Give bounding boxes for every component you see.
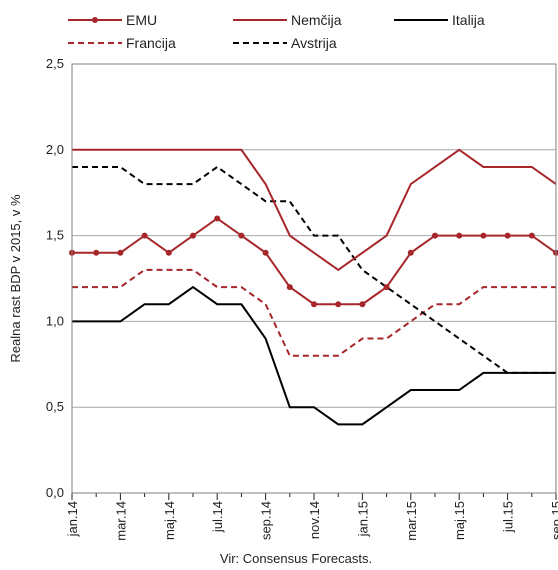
data-point bbox=[407, 249, 414, 256]
legend-label: Avstrija bbox=[291, 35, 337, 51]
x-tick-label: maj.15 bbox=[452, 501, 467, 540]
y-tick-label: 1,5 bbox=[46, 228, 64, 243]
data-point bbox=[335, 301, 342, 308]
legend-label: Italija bbox=[452, 12, 485, 28]
gridlines bbox=[72, 63, 556, 494]
y-tick-label: 0,0 bbox=[46, 485, 64, 500]
legend-marker bbox=[92, 17, 98, 23]
data-point bbox=[117, 249, 124, 256]
data-point bbox=[190, 232, 196, 239]
series-lines bbox=[69, 148, 558, 426]
y-tick-label: 2,0 bbox=[46, 142, 64, 157]
x-tick-label: mar.15 bbox=[404, 501, 419, 541]
data-point bbox=[480, 232, 487, 239]
data-point bbox=[456, 232, 463, 239]
x-tick-label: sep.14 bbox=[259, 501, 274, 540]
data-point bbox=[504, 232, 511, 239]
y-tick-label: 2,5 bbox=[46, 56, 64, 71]
x-axis-ticks: jan.14 mar.14 maj.14 jul.14 sep.14 nov.14 jan.… bbox=[65, 493, 558, 541]
y-tick-label: 1,0 bbox=[46, 313, 64, 328]
x-tick-label: nov.14 bbox=[307, 501, 322, 539]
legend-label: Nemčija bbox=[291, 12, 342, 28]
y-axis-label: Realna rast BDP v 2015, v % bbox=[8, 194, 23, 363]
series-line-francija bbox=[72, 268, 556, 357]
data-point bbox=[165, 249, 172, 256]
data-point bbox=[93, 249, 100, 256]
series-line-avstrija bbox=[72, 165, 556, 374]
data-point bbox=[214, 215, 221, 222]
legend: EMU Nemčija Italija Francija Avstrija bbox=[68, 12, 485, 51]
data-point bbox=[238, 232, 245, 239]
data-point bbox=[432, 232, 438, 239]
series-line-italija bbox=[72, 285, 556, 426]
x-tick-label: sep.15 bbox=[549, 501, 558, 540]
data-point bbox=[359, 301, 366, 308]
data-point bbox=[383, 284, 390, 291]
x-tick-label: jan.15 bbox=[355, 501, 370, 537]
x-tick-label: jul.15 bbox=[501, 501, 516, 533]
source-note: Vir: Consensus Forecasts. bbox=[220, 551, 372, 566]
plot-frame bbox=[71, 63, 557, 494]
legend-label: Francija bbox=[126, 35, 176, 51]
x-tick-label: maj.14 bbox=[162, 501, 177, 540]
x-tick-label: jul.14 bbox=[210, 501, 225, 533]
data-point bbox=[528, 232, 535, 239]
data-point bbox=[311, 301, 317, 308]
series-line-emu bbox=[72, 217, 557, 306]
data-point bbox=[286, 284, 293, 291]
data-point bbox=[262, 249, 269, 256]
x-tick-label: jan.14 bbox=[65, 501, 80, 537]
legend-label: EMU bbox=[126, 12, 157, 28]
data-point bbox=[141, 232, 148, 239]
x-tick-label: mar.14 bbox=[113, 501, 128, 541]
y-axis-ticks: 0,0 0,5 1,0 1,5 2,0 2,5 bbox=[46, 56, 64, 500]
y-tick-label: 0,5 bbox=[46, 399, 64, 414]
series-line-nemčija bbox=[72, 148, 557, 272]
